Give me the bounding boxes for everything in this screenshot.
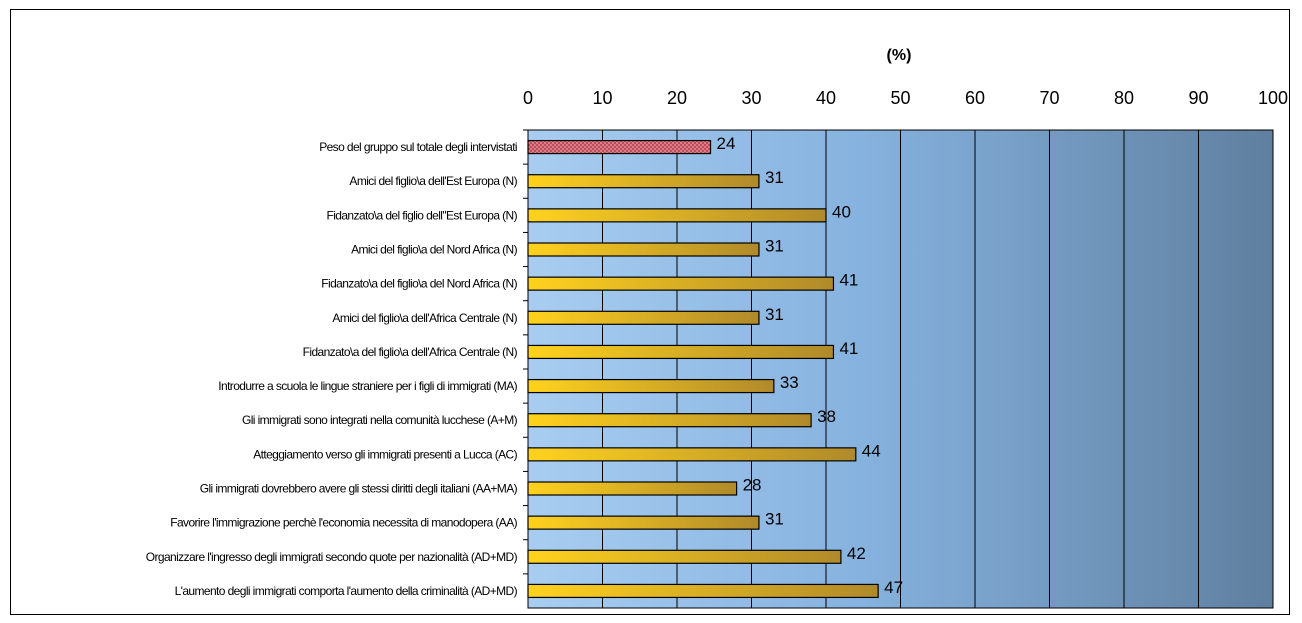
category-label: Favorire l'immigrazione perchè l'economi… — [170, 516, 517, 530]
x-tick-label: 30 — [741, 88, 761, 108]
category-label: Amici del figlio\a del Nord Africa (N) — [351, 243, 518, 257]
x-tick-label: 0 — [523, 88, 533, 108]
category-labels: Peso del gruppo sul totale degli intervi… — [146, 129, 528, 598]
bar-highlight — [527, 139, 712, 155]
bar — [527, 447, 857, 462]
bar — [527, 208, 827, 223]
x-tick-label: 10 — [592, 88, 612, 108]
category-label: Organizzare l'ingresso degli immigrati s… — [146, 550, 518, 564]
category-label: Fidanzato\a del figlio\a dell'Africa Cen… — [303, 345, 518, 359]
x-tick-label: 40 — [816, 88, 836, 108]
bar — [527, 276, 835, 291]
bar — [527, 242, 760, 257]
x-tick-label: 20 — [667, 88, 687, 108]
category-label: Introdurre a scuola le lingue straniere … — [218, 379, 517, 393]
x-tick-label: 100 — [1258, 88, 1288, 108]
bar — [527, 344, 835, 360]
bars — [527, 139, 879, 599]
data-label: 33 — [780, 373, 799, 392]
bar — [527, 515, 760, 530]
data-label: 38 — [817, 407, 836, 426]
category-label: Amici del figlio\a dell'Est Europa (N) — [349, 174, 517, 188]
category-label: L'aumento degli immigrati comporta l'aum… — [175, 584, 518, 598]
bar — [527, 174, 760, 189]
data-label: 42 — [847, 544, 866, 563]
bar — [527, 549, 842, 564]
category-label: Fidanzato\a del figlio dell"Est Europa (… — [326, 208, 517, 222]
category-label: Fidanzato\a del figlio\a del Nord Africa… — [321, 277, 517, 291]
data-label: 28 — [743, 476, 762, 495]
axis-title: (%) — [887, 47, 912, 64]
category-label: Peso del gruppo sul totale degli intervi… — [319, 140, 517, 154]
bar — [527, 378, 775, 394]
x-tick-label: 80 — [1114, 88, 1134, 108]
category-label: Atteggiamento verso gli immigrati presen… — [253, 447, 517, 461]
bar — [527, 481, 738, 496]
x-tick-label: 60 — [965, 88, 985, 108]
data-label: 41 — [839, 339, 858, 358]
bar — [527, 310, 760, 325]
data-label: 31 — [765, 305, 784, 324]
data-label: 31 — [765, 237, 784, 256]
x-tick-label: 50 — [890, 88, 910, 108]
data-label: 40 — [832, 202, 851, 221]
x-tick-label: 90 — [1188, 88, 1208, 108]
data-label: 24 — [717, 134, 736, 153]
data-label: 31 — [765, 510, 784, 529]
category-label: Gli immigrati sono integrati nella comun… — [242, 413, 518, 427]
data-label: 31 — [765, 168, 784, 187]
data-label: 44 — [862, 441, 881, 460]
x-tick-label: 70 — [1039, 88, 1059, 108]
data-label: 47 — [884, 578, 903, 597]
data-label: 41 — [839, 271, 858, 290]
category-label: Amici del figlio\a dell'Africa Centrale … — [332, 311, 517, 325]
x-axis-ticks: 0 10 20 30 40 50 60 70 80 90 100 — [523, 88, 1288, 108]
bar — [527, 413, 812, 428]
bar — [527, 583, 879, 599]
category-label: Gli immigrati dovrebbero avere gli stess… — [200, 482, 518, 496]
